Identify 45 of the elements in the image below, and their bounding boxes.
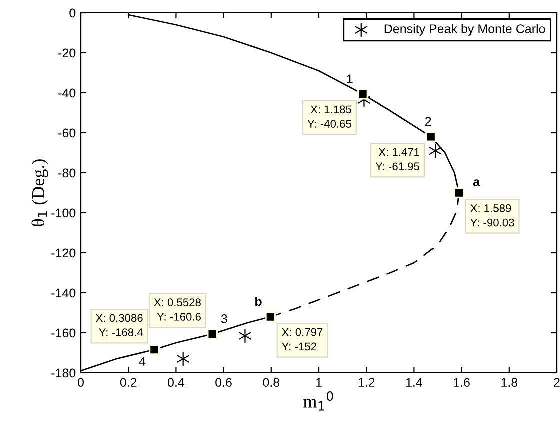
point xyxy=(238,328,252,344)
annotation: 2 xyxy=(425,117,432,126)
point xyxy=(177,352,190,366)
point xyxy=(358,88,369,100)
point xyxy=(429,144,442,158)
y-tick-label: 0 xyxy=(70,8,76,18)
point xyxy=(265,312,276,322)
point xyxy=(426,131,437,142)
x-tick-label: 0.2 xyxy=(120,378,137,388)
x-tick-label: 0.8 xyxy=(263,378,280,388)
annotation: 3 xyxy=(221,314,228,324)
x-tick-label: 1.8 xyxy=(502,378,518,388)
annotation: X: 0.3086 Y: -168.4 xyxy=(96,314,144,336)
annotation: X: 0.5528 Y: -160.6 xyxy=(154,298,201,321)
x-tick-label: 0.6 xyxy=(216,378,232,388)
y-tick-label: -180 xyxy=(52,368,76,378)
x-axis-title: m$_{1}$$^{0}$ xyxy=(304,392,334,411)
x-tick-label: 0 xyxy=(78,378,84,388)
y-tick-label: -160 xyxy=(52,328,76,338)
annotation: X: 1.185 Y: -40.65 xyxy=(308,106,352,128)
y-tick-label: -100 xyxy=(52,208,76,218)
x-tick-label: 2 xyxy=(554,378,560,387)
x-tick-label: 1.4 xyxy=(406,378,423,387)
point xyxy=(207,328,218,340)
x-tick-label: 1.6 xyxy=(454,378,470,388)
y-tick-label: -20 xyxy=(58,48,76,58)
x-tick-label: 1 xyxy=(316,378,322,387)
annotation: 1 xyxy=(347,74,353,84)
y-axis-title: θ$_{1}$ (Deg.) xyxy=(32,160,48,226)
annotation: X: 1.589 Y: -90.03 xyxy=(470,204,514,227)
y-tick-label: -80 xyxy=(58,168,76,178)
point xyxy=(454,188,465,199)
annotation: X: 1.471 Y: -61.95 xyxy=(376,148,420,171)
y-tick-label: -120 xyxy=(52,248,76,258)
x-tick-label: 1.2 xyxy=(358,378,375,387)
annotation: 4 xyxy=(139,357,146,366)
point xyxy=(148,344,160,356)
annotation: b xyxy=(256,297,262,306)
y-tick-label: -60 xyxy=(58,128,76,138)
annotation: X: 0.797 Y: -152 xyxy=(282,328,323,351)
legend-label: Density Peak by Monte Carlo xyxy=(384,24,546,36)
annotation: a xyxy=(473,180,480,186)
y-tick-label: -40 xyxy=(58,88,76,98)
y-tick-label: -140 xyxy=(52,288,76,298)
x-tick-label: 0.4 xyxy=(168,378,185,388)
